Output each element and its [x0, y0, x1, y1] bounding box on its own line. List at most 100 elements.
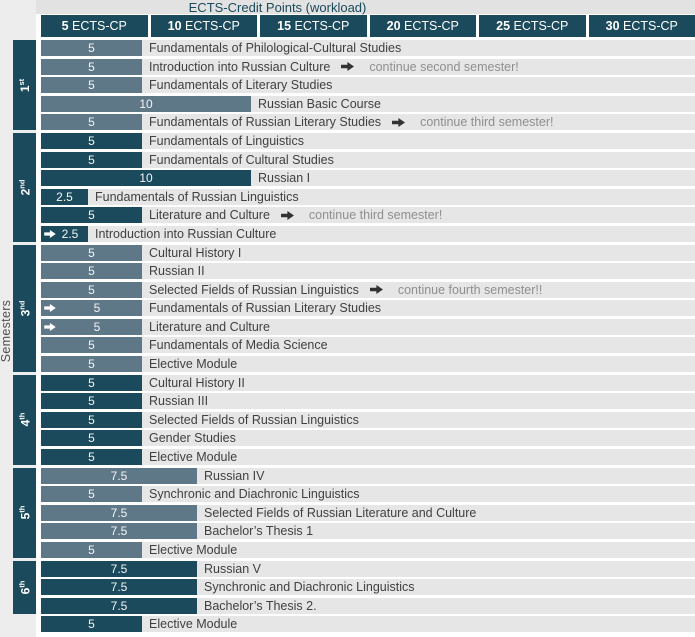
course-name: Elective Module	[149, 356, 238, 371]
course-name: Introduction into Russian Culture	[149, 59, 331, 74]
ects-value: 2.5	[61, 226, 79, 241]
course-row: 5 Synchronic and Diachronic Linguistics	[41, 486, 695, 502]
ects-bar: 7.5	[41, 560, 197, 577]
ects-value: 5	[88, 208, 95, 222]
ects-column-unit: ECTS-CP	[619, 19, 678, 33]
ects-value: 5	[88, 487, 95, 501]
ects-bar: 5	[41, 58, 142, 75]
course-row: 5 Cultural History II	[41, 374, 695, 391]
course-name: Selected Fields of Russian Linguistics	[149, 282, 359, 297]
continue-arrow-icon	[280, 210, 294, 220]
course-name: Fundamentals of Russian Literary Studies	[149, 115, 382, 129]
course-row: 7.5 Bachelor’s Thesis 1	[41, 523, 695, 539]
course-row: 7.5 Selected Fields of Russian Literature…	[41, 504, 695, 521]
ects-header-row: 5 ECTS-CP 10 ECTS-CP 15 ECTS-CP 20 ECTS-CP 2…	[41, 15, 695, 37]
course-row: 5 Literature and Culture	[41, 318, 695, 335]
ects-value: 5	[93, 301, 101, 315]
course-row: 2.5 Introduction into Russian Culture	[41, 225, 695, 242]
continue-arrow-icon	[369, 285, 383, 294]
ects-bar: 7.5	[41, 467, 197, 484]
continue-note: continue fourth semester!!	[397, 282, 543, 297]
course-row: 10 Russian I	[41, 170, 695, 186]
continue-arrow-icon	[341, 62, 355, 71]
course-name: Gender Studies	[149, 431, 236, 445]
semester-rows: 7.5 Russian IV 5 Synchronic and Diachronic …	[41, 467, 695, 558]
course-row: 5 Gender Studies	[41, 430, 695, 446]
semester-rows: 7.5 Russian V 7.5 Synchronic and Diachronic…	[41, 560, 695, 632]
course-row: 7.5 Synchronic and Diachronic Linguistics	[41, 579, 695, 595]
ects-value: 5	[88, 431, 95, 445]
semester-group: 2nd 5 Fundamentals of Linguistics 5 Fundamen…	[13, 133, 695, 242]
semester-ordinal: th	[17, 580, 26, 588]
semester-label: 5th	[13, 467, 36, 558]
semester-ordinal: st	[16, 78, 26, 85]
ects-value: 5	[88, 617, 95, 631]
ects-value: 5	[88, 264, 95, 278]
continue-note: continue second semester!	[369, 59, 519, 74]
ects-bar: 2.5	[41, 225, 88, 242]
semester-ordinal: th	[17, 505, 26, 513]
course-row: 7.5 Bachelor’s Thesis 2.	[41, 597, 695, 614]
semester-label-text: 2nd	[16, 179, 32, 196]
ects-column-value: 15	[277, 19, 292, 33]
course-row: 5 Fundamentals of Literary Studies	[41, 77, 695, 93]
chart-title: ECTS-Credit Points (workload)	[188, 0, 367, 15]
course-name: Fundamentals of Russian Linguistics	[95, 189, 299, 204]
carried-over-arrow-icon	[44, 229, 56, 238]
ects-value: 7.5	[110, 580, 128, 594]
semester-ordinal: nd	[16, 300, 26, 310]
course-row: 5 Cultural History I	[41, 244, 695, 261]
ects-column-header: 10 ECTS-CP	[150, 15, 257, 37]
ects-bar: 5	[41, 337, 142, 353]
ects-column-value: 25	[496, 19, 511, 33]
ects-value: 5	[88, 338, 95, 352]
course-name: Cultural History II	[149, 375, 245, 390]
ects-value: 5	[88, 245, 95, 260]
course-name: Fundamentals of Cultural Studies	[149, 152, 334, 167]
title-band: ECTS-Credit Points (workload)	[36, 0, 695, 14]
ects-bar: 5	[41, 318, 142, 335]
semester-group: 4th 5 Cultural History II 5 Russian III 5 Sele…	[13, 374, 695, 465]
course-name: Literature and Culture	[149, 208, 270, 222]
ects-bar: 5	[41, 486, 142, 502]
carried-over-arrow-icon	[44, 304, 56, 312]
course-name: Fundamentals of Philological-Cultural St…	[149, 41, 402, 55]
semester-label-text: 6th	[17, 580, 32, 594]
course-name: Elective Module	[149, 617, 238, 631]
semester-label-text: 1st	[16, 78, 32, 92]
course-row: 5 Russian II	[41, 263, 695, 279]
semester-label: 2nd	[13, 133, 36, 242]
course-name: Literature and Culture	[149, 319, 270, 334]
ects-bar: 5	[41, 77, 142, 93]
carried-over-arrow-icon	[44, 322, 56, 331]
course-row: 5 Selected Fields of Russian Linguistics c…	[41, 281, 695, 298]
course-row: 5 Selected Fields of Russian Linguistics	[41, 411, 695, 428]
semester-ordinal: th	[17, 412, 26, 420]
ects-column-unit: ECTS-CP	[68, 19, 127, 33]
ects-column-unit: ECTS-CP	[181, 19, 240, 33]
ects-value: 5	[88, 449, 95, 464]
ects-value: 2.5	[56, 189, 73, 204]
ects-value: 10	[139, 96, 153, 111]
course-row: 2.5 Fundamentals of Russian Linguistics	[41, 188, 695, 205]
semester-label: 3nd	[13, 244, 36, 372]
course-name: Fundamentals of Russian Literary Studies	[149, 301, 382, 315]
ects-bar: 10	[41, 95, 251, 112]
course-name: Cultural History I	[149, 245, 242, 260]
course-row: 5 Fundamentals of Philological-Cultural S…	[41, 40, 695, 56]
course-row: 5 Fundamentals of Media Science	[41, 337, 695, 353]
ects-value: 5	[88, 115, 95, 129]
ects-bar: 7.5	[41, 597, 197, 614]
ects-column-header: 15 ECTS-CP	[260, 15, 367, 37]
ects-bar: 5	[41, 355, 142, 372]
course-name: Fundamentals of Linguistics	[149, 134, 304, 148]
ects-column-value: 20	[386, 19, 401, 33]
semester-label: 4th	[13, 374, 36, 465]
course-row: 5 Russian III	[41, 393, 695, 409]
ects-value: 7.5	[110, 561, 128, 576]
course-name: Fundamentals of Media Science	[149, 338, 328, 352]
course-name: Russian II	[149, 264, 205, 278]
continue-note: continue third semester!	[308, 208, 443, 222]
course-name: Russian Basic Course	[258, 96, 381, 111]
ects-bar: 7.5	[41, 523, 197, 539]
